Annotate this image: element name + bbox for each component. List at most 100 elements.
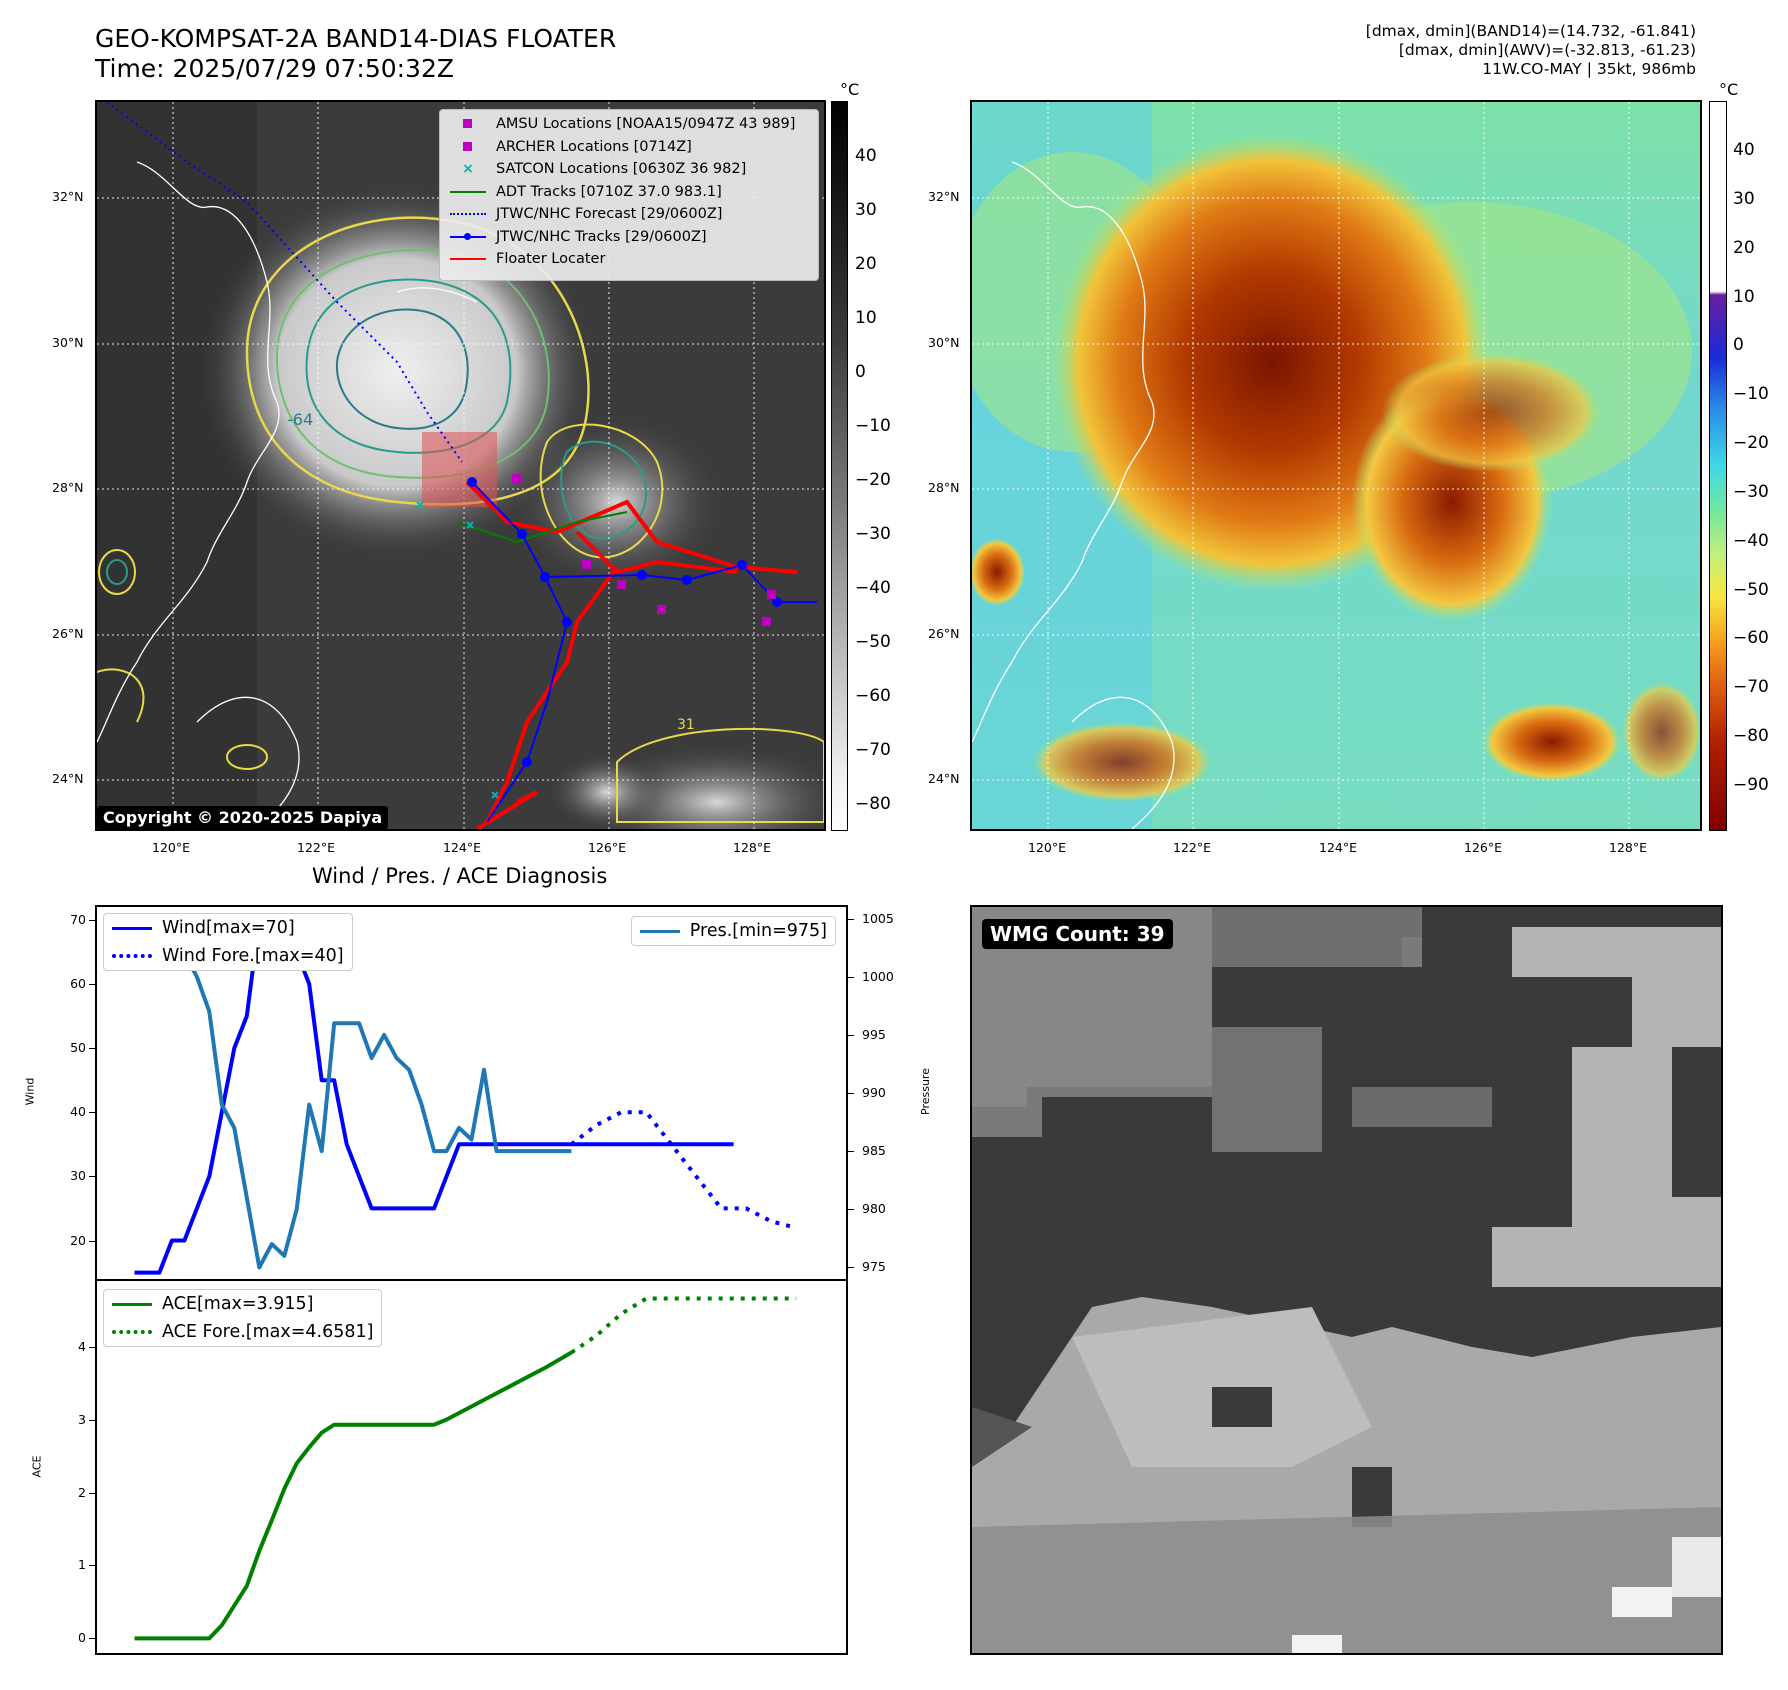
pressure-axis-label: Pressure <box>918 1068 932 1115</box>
axis-tick-mark <box>89 919 95 921</box>
wmg-image <box>972 907 1721 1653</box>
colorbar-tick: −90 <box>1733 775 1769 795</box>
dotted-line-icon <box>112 954 152 958</box>
colorbar-tick: −10 <box>855 416 891 436</box>
axis-tick-mark <box>848 1093 854 1094</box>
dotted-line-icon <box>448 207 488 221</box>
lon-tick: 120°E <box>152 840 191 855</box>
colorbar-tick: −60 <box>1733 628 1769 648</box>
legend-item-satcon: × SATCON Locations [0630Z 36 982] <box>440 158 818 181</box>
axis-tick-label: 990 <box>862 1085 886 1100</box>
colorbar-tick: −70 <box>855 740 891 760</box>
legend-item-wind: Wind[max=70] <box>104 914 352 942</box>
legend-item-forecast: JTWC/NHC Forecast [29/0600Z] <box>440 203 818 226</box>
wind-pressure-panel: Wind[max=70] Wind Fore.[max=40] Pres.[mi… <box>95 905 848 1281</box>
lat-tick: 28°N <box>52 480 84 495</box>
legend-label: SATCON Locations [0630Z 36 982] <box>496 161 747 178</box>
legend-label: JTWC/NHC Forecast [29/0600Z] <box>496 206 723 223</box>
legend-item-pressure: Pres.[min=975] <box>632 917 835 945</box>
solid-line-icon <box>112 1302 152 1306</box>
axis-tick-mark <box>89 1048 95 1050</box>
series-line-pres-min- <box>134 916 572 1270</box>
axis-tick-label: 4 <box>78 1338 86 1354</box>
solid-line-icon <box>448 252 488 266</box>
legend-item-amsu: AMSU Locations [NOAA15/0947Z 43 989] <box>440 113 818 136</box>
legend-label: JTWC/NHC Tracks [29/0600Z] <box>496 228 707 245</box>
square-marker-icon <box>448 117 488 131</box>
legend-label: Pres.[min=975] <box>689 921 827 941</box>
axis-tick-mark <box>89 983 95 985</box>
solid-line-icon <box>112 926 152 930</box>
colorbar-tick: −20 <box>855 470 891 490</box>
wmg-panel: WMG Count: 39 <box>970 905 1723 1655</box>
legend-label: ARCHER Locations [0714Z] <box>496 138 692 155</box>
series-line-wind-fore-max- <box>570 1110 797 1230</box>
colorbar-tick: 10 <box>1733 287 1755 307</box>
solid-line-icon <box>448 185 488 199</box>
colorbar-tick: 20 <box>1733 238 1755 258</box>
colorbar-tick: 40 <box>1733 140 1755 160</box>
solid-line-icon <box>639 929 680 933</box>
meta-storm: 11W.CO-MAY | 35kt, 986mb <box>1482 60 1696 78</box>
axis-tick-label: 30 <box>70 1168 86 1184</box>
legend-label: ACE[max=3.915] <box>162 1294 314 1314</box>
color-map-panel <box>970 100 1702 831</box>
wind-legend: Wind[max=70] Wind Fore.[max=40] <box>103 913 353 971</box>
meta-info: [dmax, dmin](BAND14)=(14.732, -61.841) [… <box>1096 22 1696 79</box>
axis-tick-label: 985 <box>862 1143 886 1159</box>
legend-item-ace-fore: ACE Fore.[max=4.6581] <box>104 1318 381 1346</box>
lat-tick: 26°N <box>52 626 84 641</box>
wmg-count-label: WMG Count: 39 <box>982 919 1173 949</box>
colorbar-tick: −80 <box>855 794 891 814</box>
lon-tick: 128°E <box>1609 840 1648 855</box>
colorbar-tick: −30 <box>855 524 891 544</box>
colorbar-tick: −20 <box>1733 433 1769 453</box>
series-line-ace-max- <box>134 1350 573 1641</box>
lat-tick: 24°N <box>928 771 960 786</box>
lon-tick: 124°E <box>1319 840 1358 855</box>
contour-label: 31 <box>677 717 695 733</box>
colorbar-tick: 0 <box>1733 335 1744 355</box>
ace-axis-label: ACE <box>30 1455 44 1478</box>
lat-tick: 26°N <box>928 626 960 641</box>
legend-label: ADT Tracks [0710Z 37.0 983.1] <box>496 183 722 200</box>
axis-tick-mark <box>89 1419 95 1421</box>
axis-tick-mark <box>89 1565 95 1567</box>
axis-tick-label: 975 <box>862 1259 886 1275</box>
chart-title: GEO-KOMPSAT-2A BAND14-DIAS FLOATER <box>95 24 617 53</box>
axis-tick-mark <box>89 1638 95 1640</box>
legend-label: Floater Locater <box>496 251 606 268</box>
axis-tick-mark <box>89 1346 95 1348</box>
lon-tick: 128°E <box>733 840 772 855</box>
lat-tick: 28°N <box>928 480 960 495</box>
square-marker-icon <box>448 140 488 154</box>
map-legend: AMSU Locations [NOAA15/0947Z 43 989] ARC… <box>439 109 819 281</box>
legend-label: AMSU Locations [NOAA15/0947Z 43 989] <box>496 116 796 133</box>
wind-axis-label: Wind <box>23 1077 37 1106</box>
legend-item-tracks: JTWC/NHC Tracks [29/0600Z] <box>440 226 818 249</box>
axis-tick-mark <box>848 1151 854 1153</box>
pressure-legend: Pres.[min=975] <box>630 916 836 946</box>
lat-tick: 24°N <box>52 771 84 786</box>
colorbar-tick: 40 <box>855 146 877 166</box>
colorbar-tick: −60 <box>855 686 891 706</box>
lat-tick: 30°N <box>52 335 84 350</box>
colorbar-tick: −50 <box>855 632 891 652</box>
axis-tick-label: 3 <box>78 1411 86 1427</box>
colorbar-tick: 0 <box>855 362 866 382</box>
axis-tick-label: 0 <box>78 1630 86 1646</box>
axis-tick-label: 1000 <box>862 968 894 984</box>
lon-tick: 126°E <box>588 840 627 855</box>
lon-tick: 126°E <box>1464 840 1503 855</box>
colorbar-tick: 20 <box>855 254 877 274</box>
ir-colorbar-unit: °C <box>840 80 860 99</box>
ir-map-panel: -64 31 Copyright © 2020-2025 Dapiya AMSU… <box>95 100 826 831</box>
series-line-ace-fore-max- <box>570 1296 797 1355</box>
colorbar-tick: −70 <box>1733 677 1769 697</box>
wind-pressure-plot <box>134 916 797 1275</box>
meta-band14: [dmax, dmin](BAND14)=(14.732, -61.841) <box>1365 22 1696 40</box>
axis-tick-label: 60 <box>70 975 86 991</box>
colorbar-tick: 30 <box>855 200 877 220</box>
axis-tick-mark <box>89 1112 95 1114</box>
legend-item-floater: Floater Locater <box>440 248 818 271</box>
